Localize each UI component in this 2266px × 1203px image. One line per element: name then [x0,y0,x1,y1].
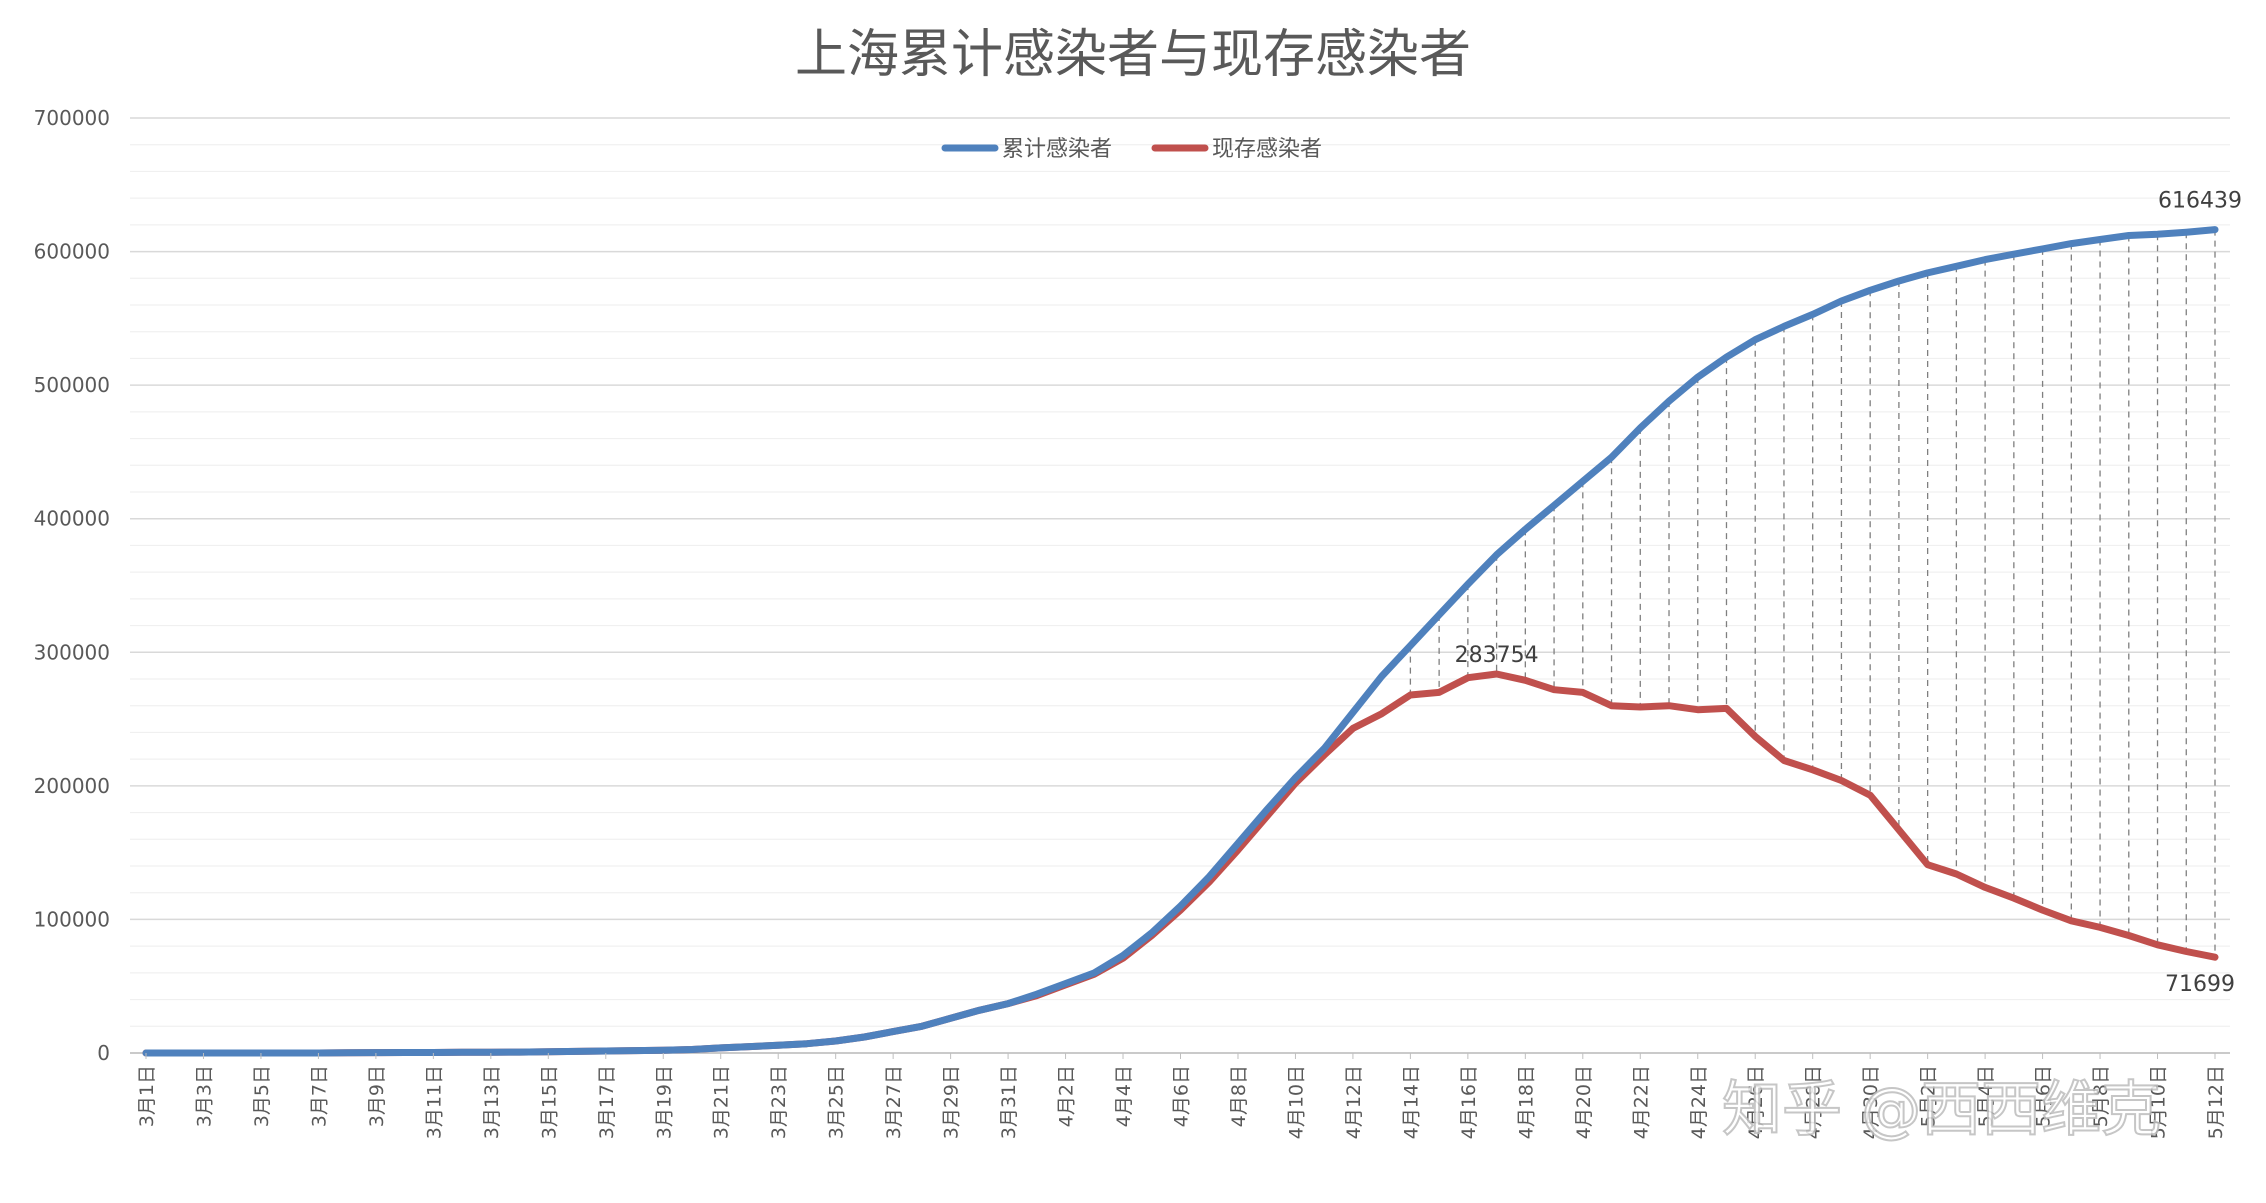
x-tick-label: 4月4日 [1113,1065,1135,1127]
x-tick-label: 4月22日 [1630,1065,1652,1139]
x-tick-label: 5月10日 [2148,1065,2170,1139]
series-lines [142,226,2219,1057]
x-tick-label: 5月8日 [2090,1065,2112,1127]
y-axis-ticks: 0 100000 200000 300000 400000 500000 600000 700… [34,106,110,1065]
x-tick-label: 3月15日 [538,1065,560,1139]
x-tick-label: 5月6日 [2033,1065,2055,1127]
x-tick-label: 3月25日 [826,1065,848,1139]
x-tick-label: 4月28日 [1803,1065,1825,1139]
y-tick-label: 300000 [34,640,110,664]
x-tick-label: 4月10日 [1285,1065,1307,1139]
x-tick-label: 3月9日 [366,1065,388,1127]
chart-title: 上海累计感染者与现存感染者 [795,25,1471,85]
x-tick-label: 3月23日 [768,1065,790,1139]
x-tick-label: 3月21日 [711,1065,733,1139]
x-tick-label: 4月16日 [1458,1065,1480,1139]
y-tick-label: 100000 [34,907,110,931]
x-tick-label: 4月20日 [1573,1065,1595,1139]
y-tick-label: 500000 [34,373,110,397]
x-tick-label: 4月14日 [1400,1065,1422,1139]
data-labels: 616439 283754 71699 [1455,189,2242,998]
legend-label-cumulative: 累计感染者 [1002,137,1112,162]
x-tick-label: 3月3日 [193,1065,215,1127]
x-tick-label: 3月27日 [883,1065,905,1139]
x-tick-label: 5月4日 [1975,1065,1997,1127]
data-label: 71699 [2165,972,2235,997]
drop-lines [1409,229,2216,958]
watermark: 知乎 @西西维克 [1722,1075,2161,1145]
legend-label-current: 现存感染者 [1212,137,1322,162]
legend: 累计感染者 现存感染者 [941,137,1322,162]
x-tick-label: 4月26日 [1745,1065,1767,1139]
x-tick-label: 3月19日 [653,1065,675,1139]
x-tick-label: 4月6日 [1171,1065,1193,1127]
y-tick-label: 400000 [34,507,110,531]
y-tick-label: 600000 [34,240,110,264]
y-tick-label: 200000 [34,774,110,798]
data-label: 616439 [2158,189,2242,214]
gridlines [130,117,2230,1054]
x-tick-label: 3月5日 [251,1065,273,1127]
x-tick-label: 4月2日 [1056,1065,1078,1127]
series-line-current [142,670,2219,1057]
x-tick-label: 3月31日 [998,1065,1020,1139]
x-tick-label: 4月8日 [1228,1065,1250,1127]
y-tick-label: 0 [97,1041,110,1065]
x-tick-label: 3月13日 [481,1065,503,1139]
x-tick-label: 3月1日 [136,1065,158,1127]
x-tick-label: 5月2日 [1918,1065,1940,1127]
x-tick-label: 4月12日 [1343,1065,1365,1139]
x-tick-label: 4月24日 [1688,1065,1710,1139]
x-axis-ticks: 3月1日 3月3日 3月5日 3月7日 3月9日 3月11日 3月13日 3月15日 3月17日… [136,1053,2227,1139]
x-tick-label: 3月17日 [596,1065,618,1139]
data-label: 283754 [1455,643,1539,668]
x-tick-label: 4月18日 [1515,1065,1537,1139]
x-tick-label: 3月29日 [941,1065,963,1139]
x-tick-label: 3月11日 [423,1065,445,1139]
y-tick-label: 700000 [34,106,110,130]
x-tick-label: 3月7日 [308,1065,330,1127]
x-tick-label: 5月12日 [2205,1065,2227,1139]
x-tick-label: 4月30日 [1860,1065,1882,1139]
series-line-cumulative [142,226,2219,1057]
